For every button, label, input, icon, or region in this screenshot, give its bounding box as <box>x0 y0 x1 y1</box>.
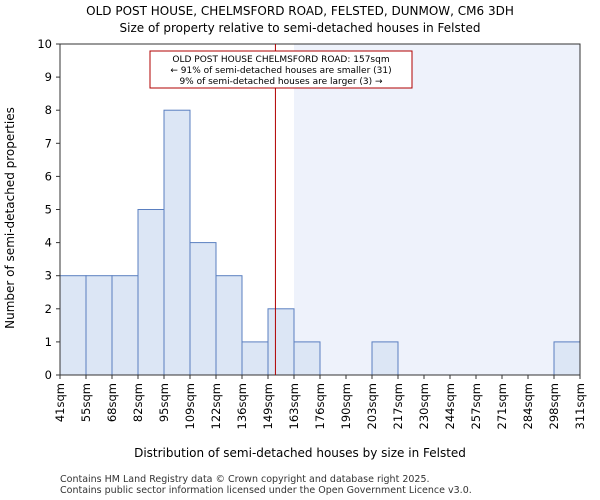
y-tick-label-3: 3 <box>45 269 52 283</box>
y-tick-label-1: 1 <box>45 335 52 349</box>
x-tick-label-136sqm: 136sqm <box>235 383 249 429</box>
y-tick-label-8: 8 <box>45 103 52 117</box>
x-tick-label-230sqm: 230sqm <box>417 383 431 429</box>
x-tick-label-68sqm: 68sqm <box>105 383 119 422</box>
footer-line-1: Contains HM Land Registry data © Crown c… <box>60 474 430 485</box>
x-tick-label-95sqm: 95sqm <box>157 383 171 422</box>
x-tick-label-203sqm: 203sqm <box>365 383 379 429</box>
plot-area: 0 1 2 3 4 5 6 7 8 9 10 41sqm 55sqm 68sqm 82sqm 95sqm 109… <box>37 37 587 429</box>
footer-line-2: Contains public sector information licen… <box>60 485 472 496</box>
larger-region-shade <box>294 44 580 375</box>
x-tick-label-244sqm: 244sqm <box>443 383 457 429</box>
bar-149sqm <box>267 308 295 376</box>
x-tick-label-298sqm: 298sqm <box>547 383 561 429</box>
x-tick-label-149sqm: 149sqm <box>261 383 275 429</box>
x-tick-label-122sqm: 122sqm <box>209 383 223 429</box>
x-tick-label-217sqm: 217sqm <box>391 383 405 429</box>
x-tick-label-176sqm: 176sqm <box>313 383 327 429</box>
bar-122sqm <box>215 275 243 376</box>
bar-55sqm <box>85 275 113 376</box>
y-tick-label-7: 7 <box>45 136 52 150</box>
annotation-line-3: 9% of semi-detached houses are larger (3… <box>179 77 383 87</box>
bar-82sqm <box>137 209 165 376</box>
bar-95sqm <box>163 109 191 376</box>
x-axis-label: Distribution of semi-detached houses by … <box>134 446 466 460</box>
y-tick-label-0: 0 <box>45 368 52 382</box>
annotation-line-1: OLD POST HOUSE CHELMSFORD ROAD: 157sqm <box>172 55 389 65</box>
annotation-box <box>149 50 413 89</box>
y-tick-label-6: 6 <box>45 169 52 183</box>
bar-163sqm <box>293 341 321 376</box>
annotation-line-2: ← 91% of semi-detached houses are smalle… <box>170 66 391 76</box>
y-tick-label-4: 4 <box>45 236 52 250</box>
x-tick-label-82sqm: 82sqm <box>131 383 145 422</box>
x-tick-label-190sqm: 190sqm <box>339 383 353 429</box>
x-tick-label-55sqm: 55sqm <box>79 383 93 422</box>
bar-298sqm <box>553 341 581 376</box>
x-tick-label-109sqm: 109sqm <box>183 383 197 429</box>
y-tick-label-5: 5 <box>45 203 52 217</box>
x-tick-label-41sqm: 41sqm <box>53 383 67 422</box>
bar-203sqm <box>371 341 399 376</box>
bar-68sqm <box>111 275 139 376</box>
x-tick-label-163sqm: 163sqm <box>287 383 301 429</box>
chart-subtitle: Size of property relative to semi-detach… <box>120 21 481 35</box>
x-tick-label-257sqm: 257sqm <box>469 383 483 429</box>
x-tick-label-311sqm: 311sqm <box>573 383 587 429</box>
bar-109sqm <box>189 242 217 376</box>
bar-41sqm <box>59 275 87 376</box>
y-tick-label-9: 9 <box>45 70 52 84</box>
x-tick-label-271sqm: 271sqm <box>495 383 509 429</box>
x-tick-label-284sqm: 284sqm <box>521 383 535 429</box>
chart-title: OLD POST HOUSE, CHELMSFORD ROAD, FELSTED… <box>86 4 514 18</box>
y-axis-label: Number of semi-detached properties <box>3 107 17 329</box>
bar-136sqm <box>241 341 269 376</box>
y-tick-label-10: 10 <box>37 37 52 51</box>
y-tick-label-2: 2 <box>45 302 52 316</box>
